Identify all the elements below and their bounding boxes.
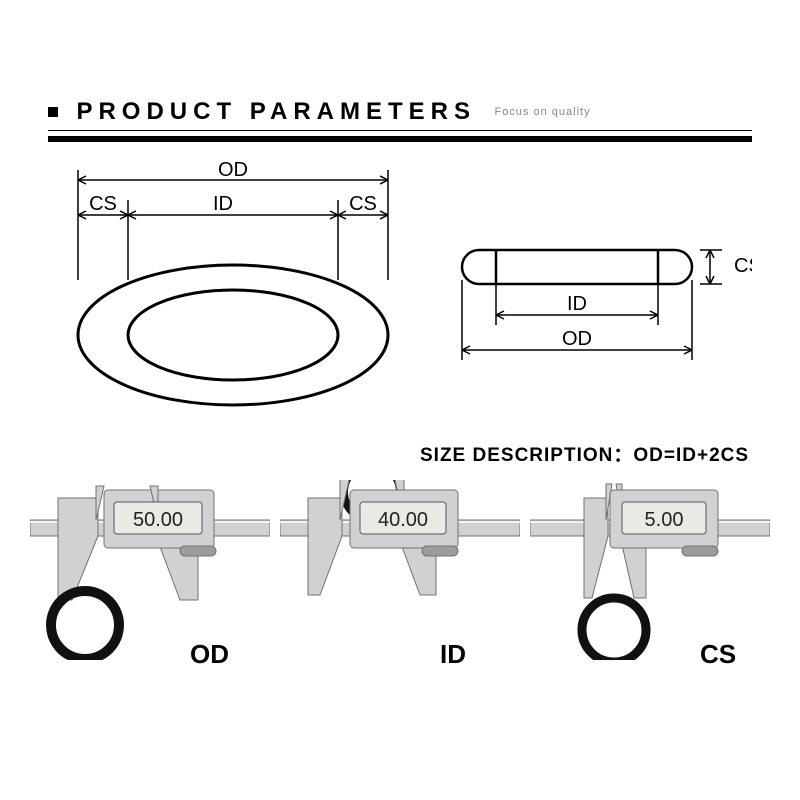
- label-od-2: OD: [562, 328, 592, 350]
- caliper-id: 40.00 ID: [280, 480, 520, 680]
- label-id-2: ID: [567, 293, 587, 315]
- size-description-sep: ：: [613, 445, 633, 466]
- label-od: OD: [218, 160, 248, 181]
- size-description-formula: OD=ID+2CS: [633, 445, 749, 466]
- label-cs-left: CS: [89, 193, 117, 215]
- page-title: PRODUCT PARAMETERS: [76, 98, 476, 126]
- caliper-cs-reading: 5.00: [645, 509, 684, 531]
- size-description-prefix: SIZE DESCRIPTION: [420, 445, 613, 466]
- header-rule-thick: [48, 136, 752, 142]
- label-cs: CS: [734, 255, 752, 277]
- caliper-id-reading: 40.00: [378, 509, 428, 531]
- caliper-cs-label: CS: [700, 639, 736, 670]
- caliper-od: 50.00 OD: [30, 480, 270, 680]
- caliper-od-label: OD: [190, 639, 229, 670]
- oring-topview-diagram: OD CS ID CS: [48, 160, 428, 420]
- header-bullet: [48, 107, 58, 117]
- caliper-od-reading: 50.00: [133, 509, 183, 531]
- caliper-id-label: ID: [440, 639, 466, 670]
- header: PRODUCT PARAMETERS Focus on quality: [48, 98, 752, 126]
- caliper-cs: 5.00 CS: [530, 480, 770, 680]
- page-subtitle: Focus on quality: [494, 106, 590, 118]
- label-id: ID: [213, 193, 233, 215]
- size-description: SIZE DESCRIPTION：OD=ID+2CS: [420, 440, 749, 467]
- header-rule-thin: [48, 130, 752, 131]
- diagrams-row: OD CS ID CS CS: [48, 160, 752, 420]
- oring-section-diagram: CS ID OD: [442, 220, 752, 420]
- label-cs-right: CS: [349, 193, 377, 215]
- calipers-row: 50.00 OD: [30, 480, 770, 680]
